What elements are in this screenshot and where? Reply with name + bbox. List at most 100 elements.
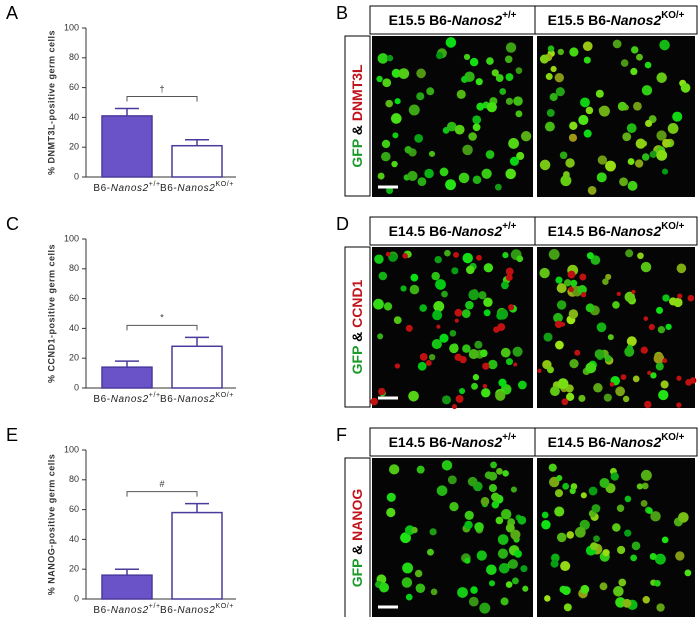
cell (612, 523, 621, 532)
cell (585, 303, 595, 313)
cell (500, 508, 512, 520)
cell (595, 89, 604, 98)
cell (472, 175, 482, 185)
red-signal (643, 316, 649, 321)
header-box (534, 216, 698, 246)
cell (385, 99, 393, 108)
cell (627, 180, 638, 191)
cell (654, 553, 666, 565)
cell (496, 468, 503, 475)
cell (640, 469, 652, 481)
cell (462, 252, 473, 264)
red-signal (454, 318, 459, 323)
bar (171, 144, 223, 178)
red-signal (554, 320, 563, 329)
cell (550, 559, 559, 568)
cell (580, 492, 587, 499)
cell (547, 45, 555, 52)
cell (556, 283, 567, 294)
cell (513, 96, 523, 106)
x-tick-label: B6-Nanos2KO/+ (160, 603, 234, 615)
cell (569, 47, 579, 57)
y-tick-label: 40 (69, 112, 79, 122)
cell (382, 78, 392, 88)
cell (630, 554, 638, 562)
cell (678, 512, 689, 523)
cell (479, 349, 488, 358)
cell (562, 482, 570, 490)
cell (391, 160, 398, 168)
bar (171, 345, 223, 389)
cell (649, 150, 657, 158)
cell (641, 153, 650, 161)
red-signal (677, 293, 683, 299)
cell (383, 302, 393, 311)
cell (424, 168, 434, 179)
bar (101, 366, 153, 389)
y-axis-label: % CCND1-positive germ cells (46, 244, 56, 383)
cell (476, 550, 487, 561)
label-gene: Nanos2 (452, 12, 503, 28)
cell (517, 515, 527, 525)
cell (391, 68, 401, 78)
stain-part: GFP (349, 346, 365, 375)
cell (414, 133, 424, 143)
cell (449, 329, 457, 337)
image-header: E14.5 B6-Nanos2+/+ (389, 221, 517, 239)
cell (456, 89, 466, 99)
label-sup: +/+ (502, 221, 516, 232)
cell (431, 338, 442, 350)
red-signal (451, 404, 457, 410)
label-sup: +/+ (502, 432, 516, 443)
red-signal (505, 274, 513, 282)
header-box (534, 5, 698, 35)
cell (466, 265, 475, 275)
cell (470, 586, 478, 594)
cell (386, 492, 396, 502)
cell (476, 102, 485, 111)
cell (458, 172, 470, 184)
cell (400, 285, 407, 292)
cell (546, 108, 555, 117)
label-prefix: E14.5 B6- (389, 223, 452, 239)
cell (510, 486, 517, 493)
cell (640, 499, 648, 507)
cell (554, 489, 564, 498)
cell (596, 172, 607, 183)
cell (401, 577, 413, 588)
cell (390, 113, 402, 124)
cell (564, 279, 572, 287)
red-signal (436, 324, 441, 329)
header-box (369, 5, 536, 35)
cell (495, 74, 504, 82)
cell (436, 485, 448, 496)
cell (435, 279, 446, 290)
cell (673, 297, 683, 308)
cell (377, 333, 384, 340)
red-signal (561, 398, 569, 406)
cell (539, 159, 551, 171)
x-tick-label: B6-Nanos2+/+ (93, 181, 160, 193)
cell (479, 602, 491, 614)
cell (433, 300, 445, 312)
cell (504, 55, 513, 64)
cell (381, 151, 391, 162)
cell (497, 548, 509, 559)
cell (511, 577, 519, 585)
cell (617, 545, 626, 555)
label-sup: +/+ (149, 603, 161, 610)
cell (578, 394, 586, 402)
red-signal (497, 323, 506, 332)
cell (562, 171, 570, 178)
cell (605, 160, 616, 172)
cell (580, 584, 590, 594)
cell (544, 595, 551, 602)
cell (419, 304, 427, 312)
cell (539, 267, 550, 279)
cell (400, 532, 411, 544)
cell (569, 359, 579, 369)
cell (653, 353, 665, 364)
cell (612, 39, 622, 49)
cell (550, 386, 560, 397)
red-signal (662, 358, 668, 364)
